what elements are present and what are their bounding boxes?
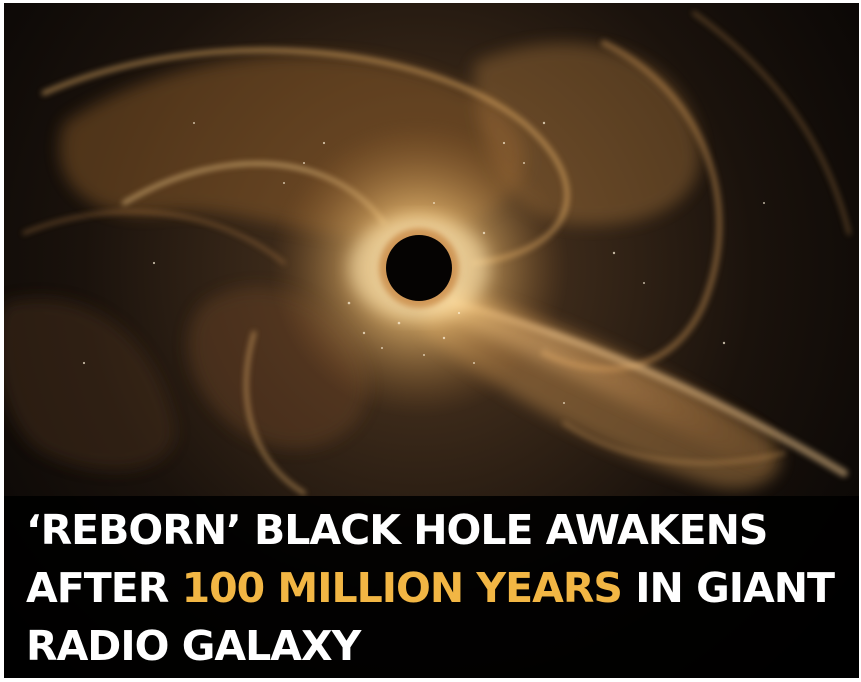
- headline-line-2-after: IN GIANT: [621, 564, 835, 612]
- headline-line-2: AFTER 100 MILLION YEARS IN GIANT: [26, 559, 851, 617]
- headline-line-1: ‘REBORN’ BLACK HOLE AWAKENS: [26, 506, 768, 554]
- black-hole-illustration: [4, 3, 859, 678]
- headline-line-3: RADIO GALAXY: [26, 622, 361, 670]
- headline-highlight: 100 MILLION YEARS: [181, 564, 623, 612]
- headline-line-2-before: AFTER: [26, 564, 182, 612]
- caption-band: [4, 496, 859, 678]
- headline: ‘REBORN’ BLACK HOLE AWAKENS AFTER 100 MI…: [26, 501, 851, 675]
- image-frame: [4, 3, 859, 678]
